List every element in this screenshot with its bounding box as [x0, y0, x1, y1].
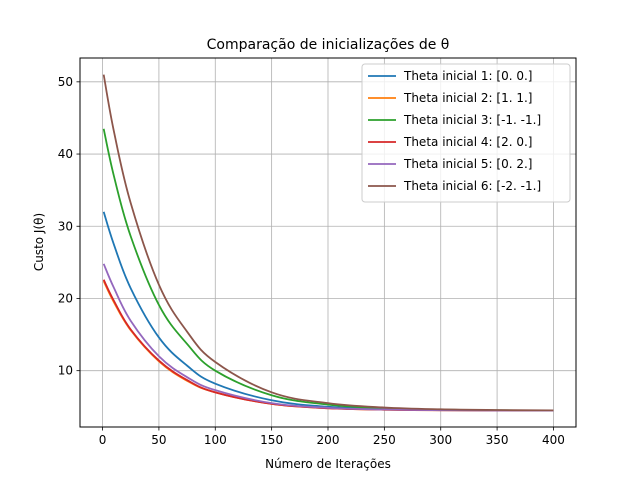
legend-box: [361, 63, 571, 203]
x-tick-label: 300: [429, 433, 452, 447]
y-tick-label: 20: [58, 291, 73, 305]
x-tick-label: 400: [542, 433, 565, 447]
legend-label-4: Theta inicial 4: [2. 0.]: [403, 135, 532, 149]
legend-label-6: Theta inicial 6: [-2. -1.]: [403, 179, 541, 193]
x-tick-label: 150: [260, 433, 283, 447]
y-tick-label: 40: [58, 147, 73, 161]
chart-title: Comparação de inicializações de θ: [207, 37, 450, 53]
x-tick-label: 0: [99, 433, 107, 447]
x-tick-label: 100: [204, 433, 227, 447]
y-tick-label: 30: [58, 219, 73, 233]
legend: Theta inicial 1: [0. 0.] Theta inicial 2:…: [361, 63, 571, 203]
x-tick-label: 50: [151, 433, 166, 447]
x-tick-label: 200: [317, 433, 340, 447]
series-lines: [102, 74, 554, 412]
legend-label-1: Theta inicial 1: [0. 0.]: [403, 69, 532, 83]
axis-ticks: 0 50 100 150 200 250 300 350 400 10 20 30 40 50: [58, 75, 565, 447]
y-axis-label: Custo J(θ): [32, 213, 46, 271]
legend-label-5: Theta inicial 5: [0. 2.]: [403, 157, 532, 171]
y-tick-label: 50: [58, 75, 73, 89]
series-line-6: [102, 74, 554, 412]
legend-label-2: Theta inicial 2: [1. 1.]: [403, 91, 532, 105]
x-tick-label: 350: [486, 433, 509, 447]
x-axis-label: Número de Iterações: [265, 457, 391, 471]
y-tick-label: 10: [58, 364, 73, 378]
legend-label-3: Theta inicial 3: [-1. -1.]: [403, 113, 541, 127]
x-tick-label: 250: [373, 433, 396, 447]
